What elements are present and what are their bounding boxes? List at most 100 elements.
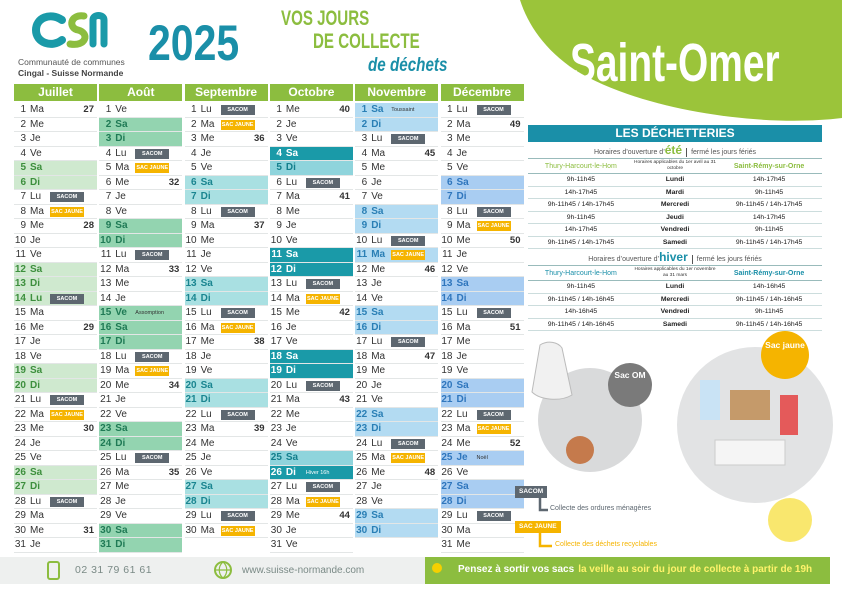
weekday: Ve bbox=[285, 539, 298, 550]
weekday: Ma bbox=[200, 220, 215, 231]
day-row: 30 Me 31 bbox=[14, 523, 97, 538]
holiday-note: Hiver 16h bbox=[305, 469, 330, 476]
week-number: 41 bbox=[339, 191, 350, 202]
day-number: 11 bbox=[186, 249, 197, 260]
collection-tag: SACOM bbox=[220, 511, 255, 521]
day-number: 19 bbox=[185, 365, 197, 376]
day-number: 20 bbox=[441, 379, 453, 391]
day-number: 9 bbox=[105, 220, 112, 231]
reminder-start: Pensez à sortir vos sacs bbox=[458, 564, 575, 575]
legend-text: Collecte des ordures ménagères bbox=[550, 505, 652, 512]
weekday: Je bbox=[285, 423, 297, 434]
day-row: 23 Sa bbox=[99, 422, 183, 437]
weekday: Lu bbox=[456, 510, 468, 521]
weekday: Lu bbox=[200, 408, 212, 420]
day-number: 5 bbox=[276, 162, 282, 173]
schedule-row: 14h-16h45 Vendredi 9h-11h45 bbox=[528, 306, 822, 319]
day-number: 12 bbox=[100, 263, 112, 275]
day-number: 19 bbox=[100, 365, 112, 376]
day-row: 31 Di bbox=[99, 538, 183, 553]
season-name: été bbox=[664, 143, 683, 157]
day-number: 13 bbox=[270, 278, 282, 289]
hours-cell: 14h-17h45 bbox=[752, 213, 786, 221]
collection-tag: SACOM bbox=[220, 308, 255, 318]
day-row: 21 Di bbox=[440, 393, 524, 408]
day-row: 13 Sa bbox=[440, 277, 524, 292]
day-number: 9 bbox=[446, 220, 453, 231]
weekday: Lu bbox=[115, 350, 127, 362]
collection-tag: SAC JAUNE bbox=[476, 221, 511, 231]
weekday: Di bbox=[285, 162, 296, 173]
month-header: Août bbox=[99, 84, 183, 101]
day-row: 19 Ma SAC JAUNE bbox=[99, 364, 183, 379]
day-number: 1 bbox=[105, 104, 112, 115]
weekday: Di bbox=[30, 379, 40, 391]
day-row: 12 Di bbox=[269, 262, 353, 277]
weekday: Ma bbox=[285, 191, 300, 202]
day-number: 22 bbox=[100, 408, 112, 420]
weekday: Je bbox=[30, 437, 41, 449]
day-number: 22 bbox=[185, 408, 197, 420]
website: www.suisse-normande.com bbox=[242, 565, 365, 576]
weekday: Ve bbox=[200, 365, 213, 376]
day-number: 2 bbox=[20, 118, 26, 130]
day-number: 7 bbox=[276, 191, 282, 202]
weekday: Ma bbox=[200, 524, 215, 536]
day-row: 2 Me bbox=[14, 117, 97, 132]
logo-s bbox=[66, 12, 89, 48]
day-row: 9 Je bbox=[269, 219, 353, 234]
day-row: 15 Sa bbox=[355, 306, 439, 321]
weekday: Me bbox=[285, 510, 300, 521]
reminder: Pensez à sortir vos sacs la veille au soi… bbox=[458, 564, 812, 575]
day-number: 28 bbox=[356, 495, 368, 507]
day-number: 11 bbox=[100, 249, 112, 260]
weekday: Ve bbox=[200, 263, 213, 275]
day-row: 6 Lu SACOM bbox=[269, 175, 353, 190]
weekday: Lu bbox=[371, 437, 383, 449]
day-row: 22 Lu SACOM bbox=[440, 407, 524, 422]
day-number: 8 bbox=[20, 205, 26, 217]
schedule-row: 9h-11h45 / 14h-17h45 Mercredi 9h-11h45 / 1… bbox=[528, 199, 822, 212]
carton bbox=[730, 390, 770, 420]
day-number: 24 bbox=[356, 437, 368, 449]
collection-tag: SACOM bbox=[220, 409, 255, 420]
schedule-row: 9h-11h45 Lundi 14h-16h45 bbox=[528, 281, 822, 294]
logo-c bbox=[31, 12, 66, 48]
day-number: 20 bbox=[356, 379, 368, 391]
weekday: Sa bbox=[371, 408, 384, 420]
hours-cell: 9h-11h45 bbox=[754, 188, 784, 196]
day-number: 4 bbox=[20, 147, 26, 159]
day-row: 30 Je bbox=[269, 523, 353, 538]
schedule-row: 14h-17h45 Mardi 9h-11h45 bbox=[528, 187, 822, 199]
day-row: 13 Lu SACOM bbox=[269, 277, 353, 292]
weekday: Je bbox=[200, 147, 212, 159]
day-row: 26 Sa bbox=[14, 465, 97, 480]
day-row: 12 Ma 33 bbox=[99, 262, 183, 277]
period: Horaires applicables du 1er novembre au … bbox=[634, 267, 716, 278]
weekday: Me bbox=[30, 524, 44, 536]
day-number: 9 bbox=[191, 220, 197, 231]
day-number: 22 bbox=[270, 408, 282, 420]
day-number: 14 bbox=[356, 292, 368, 304]
day-number: 22 bbox=[356, 408, 368, 420]
day-number: 29 bbox=[441, 510, 453, 521]
globe-lines bbox=[215, 561, 231, 579]
weekday: Sa bbox=[30, 162, 43, 173]
site-name: Saint-Rémy-sur-Orne bbox=[733, 270, 805, 277]
weekday: Ma bbox=[371, 452, 386, 463]
weekday: Je bbox=[371, 379, 382, 391]
day-row: 2 Je bbox=[269, 117, 353, 132]
weekday: Lu bbox=[200, 104, 212, 115]
day-number: 8 bbox=[105, 205, 112, 217]
day-row: 28 Je bbox=[99, 494, 183, 509]
day-number: 13 bbox=[356, 278, 368, 289]
weekday: Je bbox=[371, 176, 382, 188]
day-number: 21 bbox=[185, 394, 197, 405]
day-row: 16 Ma SAC JAUNE bbox=[184, 320, 268, 335]
day-number: 18 bbox=[356, 350, 368, 362]
weekday-cell: Mercredi bbox=[660, 295, 690, 303]
season-closed: fermé les jours fériés bbox=[691, 149, 757, 156]
day-number: 19 bbox=[356, 365, 368, 376]
day-number: 19 bbox=[14, 365, 26, 376]
week-number: 46 bbox=[424, 263, 436, 275]
